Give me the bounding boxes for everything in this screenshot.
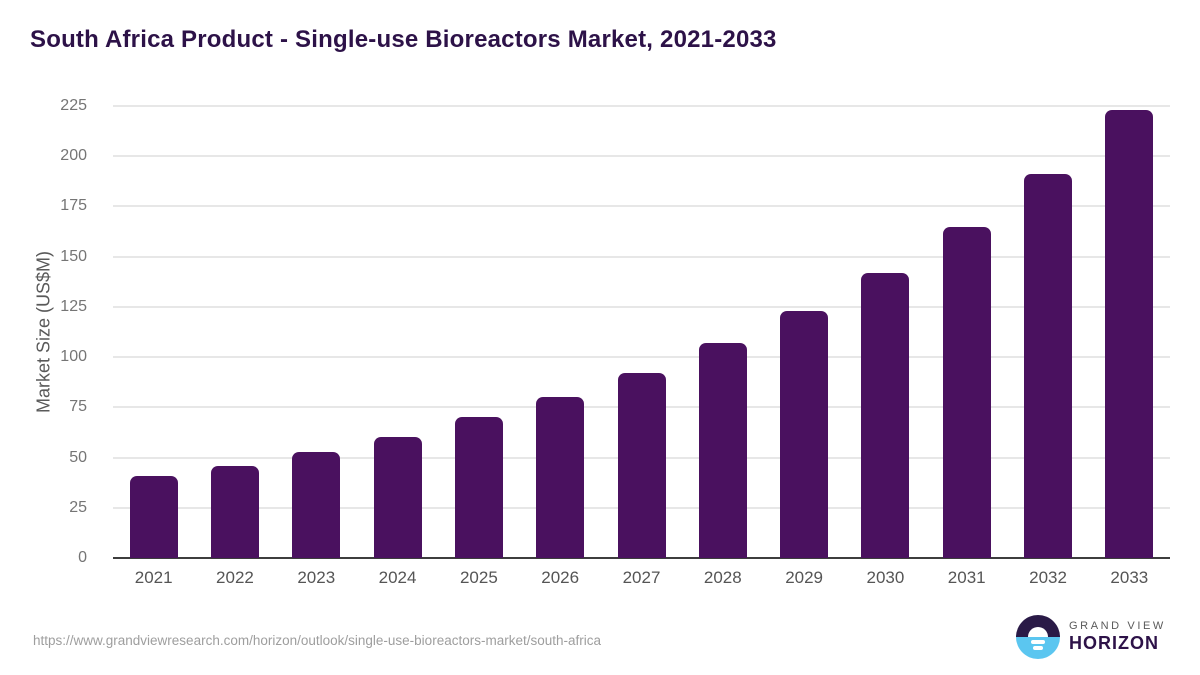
y-tick-label: 50 — [69, 448, 87, 466]
bar-2025 — [454, 417, 503, 558]
x-tick-label: 2032 — [1029, 568, 1067, 587]
y-tick-label: 75 — [69, 398, 87, 416]
y-tick-label: 0 — [78, 549, 87, 566]
x-tick-label: 2026 — [541, 568, 580, 587]
gridline — [113, 305, 1170, 308]
sun-reflection-line — [1031, 640, 1045, 644]
x-tick-label: 2024 — [378, 568, 417, 587]
gridline — [113, 205, 1170, 208]
y-tick-label: 125 — [60, 297, 87, 315]
x-tick-label: 2022 — [216, 568, 254, 587]
gridline — [113, 155, 1170, 158]
chart-title: South Africa Product - Single-use Biorea… — [30, 26, 777, 53]
y-tick-label: 175 — [60, 197, 87, 215]
y-tick-label: 100 — [60, 348, 87, 366]
x-tick-label: 2021 — [134, 568, 173, 587]
y-tick-label: 225 — [60, 97, 87, 114]
y-tick-label: 200 — [60, 147, 87, 165]
bar-2024 — [373, 437, 422, 558]
bar-2031 — [942, 226, 991, 558]
x-tick-label: 2023 — [297, 568, 336, 587]
logo-brand-name: GRAND VIEW — [1069, 620, 1166, 633]
grandview-horizon-logo: GRAND VIEW HORIZON — [1016, 615, 1166, 659]
bar-2028 — [698, 343, 747, 558]
plot-area — [113, 105, 1170, 559]
bar-2023 — [292, 451, 341, 558]
bar-2033 — [1105, 110, 1154, 558]
bar-2022 — [210, 465, 259, 558]
bar-2030 — [861, 272, 910, 558]
footer: https://www.grandviewresearch.com/horizo… — [0, 605, 1200, 675]
bar-2026 — [536, 397, 585, 558]
sun-reflection-line — [1033, 646, 1043, 650]
x-tick-label: 2029 — [785, 568, 824, 587]
logo-text: GRAND VIEW HORIZON — [1069, 620, 1166, 653]
gridline — [113, 105, 1170, 107]
gridline — [113, 356, 1170, 359]
x-axis-line — [113, 557, 1170, 559]
x-tick-label: 2031 — [947, 568, 986, 587]
y-tick-label: 25 — [69, 498, 87, 516]
y-tick-label: 150 — [60, 247, 87, 265]
x-tick-label: 2033 — [1110, 568, 1149, 587]
logo-product-name: HORIZON — [1069, 632, 1159, 653]
bar-2029 — [780, 310, 829, 558]
y-axis-tick-labels: 0 25 50 75 100 125 150 175 200 225 — [30, 97, 100, 566]
gridline — [113, 255, 1170, 258]
x-tick-label: 2025 — [459, 568, 498, 587]
bar-2021 — [129, 475, 178, 558]
source-url: https://www.grandviewresearch.com/horizo… — [33, 633, 601, 648]
bar-2032 — [1024, 174, 1073, 558]
x-tick-label: 2027 — [622, 568, 661, 587]
sun-dome-shape — [1028, 627, 1048, 637]
x-axis-tick-labels: 2021 2022 2023 2024 2025 2026 2027 2028 2029 2030… — [113, 568, 1170, 594]
x-tick-label: 2028 — [703, 568, 742, 587]
x-tick-label: 2030 — [866, 568, 905, 587]
bar-2027 — [617, 373, 666, 558]
horizon-sun-icon — [1016, 615, 1060, 659]
